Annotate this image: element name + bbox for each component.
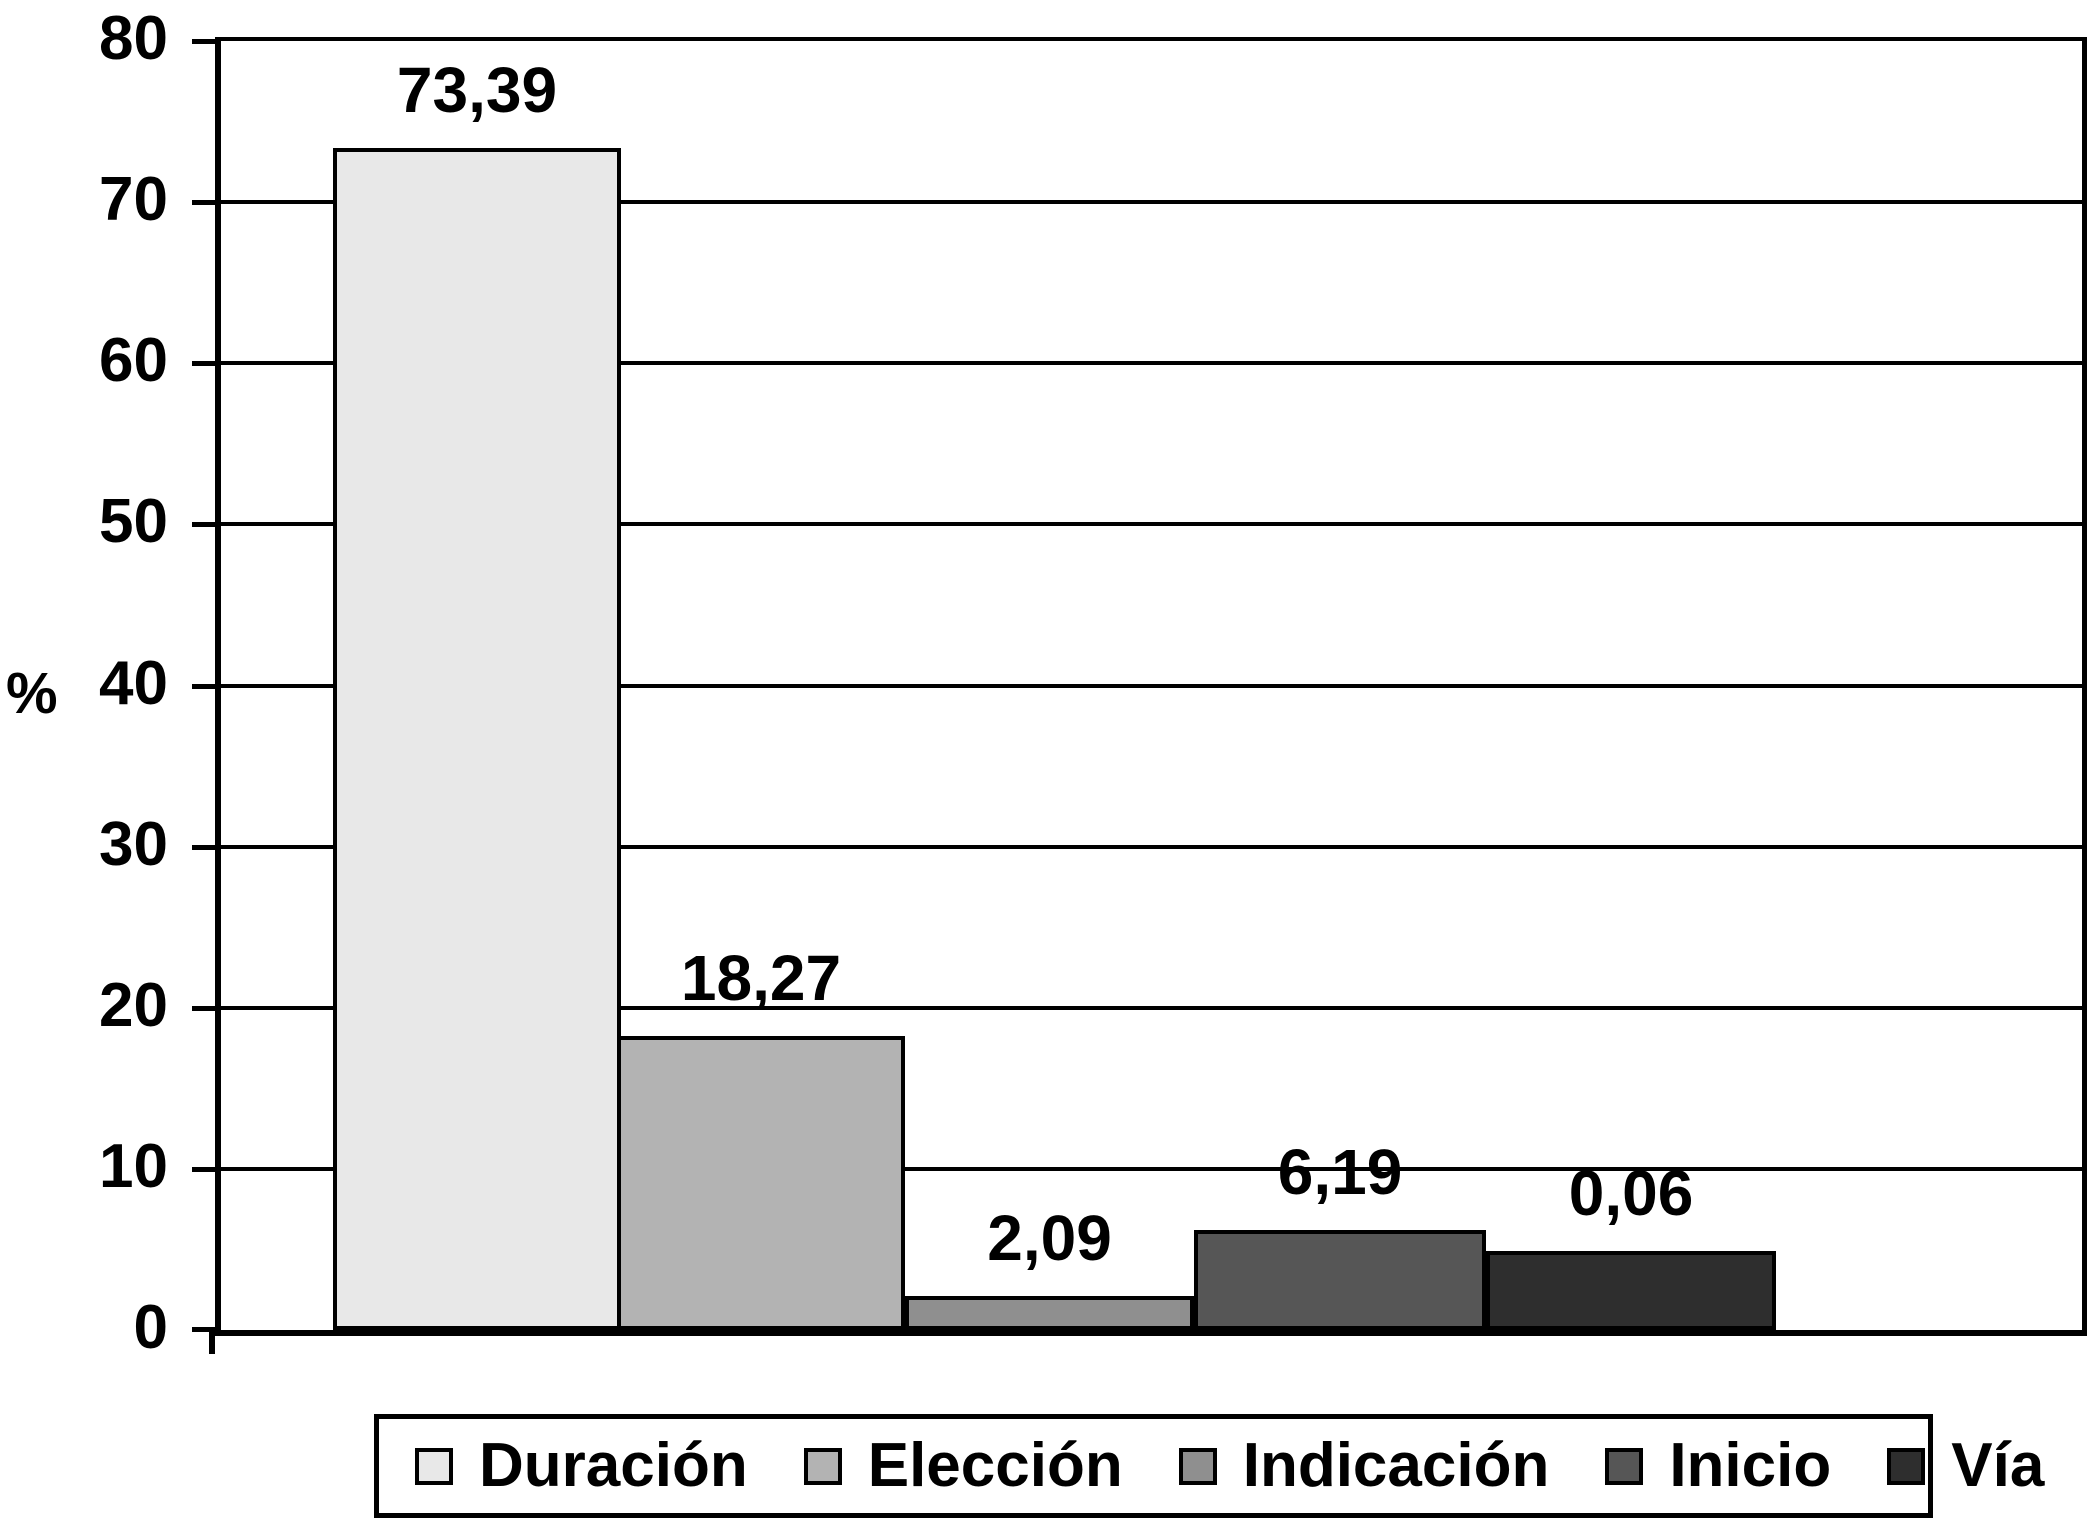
legend-label: Elección [867,1431,1123,1500]
legend-label: Duración [479,1431,748,1500]
y-axis-title: % [6,661,58,726]
legend-label: Inicio [1669,1431,1832,1500]
legend-swatch-icon [1605,1447,1644,1485]
y-tick-60 [192,361,221,367]
gridline-40 [221,683,2082,688]
gridline-60 [221,361,2082,366]
value-label-duracion: 73,39 [396,53,558,126]
y-tick-label-20: 20 [99,970,168,1040]
gridline-10 [221,1166,2082,1171]
bar-indicacion [905,1296,1194,1330]
bar-via [1486,1251,1776,1330]
legend-entry-inicio: Inicio [1605,1435,1831,1497]
bar-eleccion [617,1035,905,1330]
y-tick-label-10: 10 [99,1131,168,1201]
y-tick-label-80: 80 [99,4,168,73]
y-tick-30 [192,844,221,850]
value-label-eleccion: 18,27 [680,941,842,1014]
value-label-inicio: 6,19 [1277,1136,1403,1209]
y-tick-label-0: 0 [133,1293,168,1362]
legend-entry-eleccion: Elección [803,1431,1123,1500]
bar-inicio [1194,1230,1486,1330]
y-tick-label-70: 70 [99,165,168,235]
gridline-20 [221,1005,2082,1010]
y-tick-70 [192,200,221,206]
legend-swatch-icon [1178,1447,1217,1485]
y-tick-40 [192,683,221,689]
gridline-30 [221,844,2082,849]
y-tick-label-60: 60 [99,326,168,396]
value-label-via: 0,06 [1568,1157,1694,1230]
y-tick-label-50: 50 [99,487,168,557]
y-tick-80 [192,39,221,44]
legend-entry-duracion: Duración [415,1435,748,1497]
value-label-indicacion: 2,09 [987,1202,1112,1275]
legend-label: Vía [1951,1431,2045,1500]
legend-swatch-icon [1887,1447,1926,1485]
gridline-70 [221,200,2082,205]
legend-label: Indicación [1242,1431,1550,1500]
legend-entry-via: Vía [1887,1435,2044,1497]
legend-swatch-icon [803,1447,842,1485]
y-tick-label-30: 30 [99,809,168,879]
y-tick-10 [192,1166,221,1172]
y-tick-50 [192,522,221,528]
y-tick-0 [192,1327,221,1332]
legend-entry-indicacion: Indicación [1178,1431,1550,1500]
legend-swatch-icon [415,1447,453,1485]
y-tick-label-40: 40 [99,648,168,718]
y-tick-20 [192,1005,221,1011]
plot-area: 73,39 18,27 2,09 6,19 0,06 [192,37,2087,1354]
bar-duracion [333,147,621,1330]
x-axis-tick-tail [209,1330,215,1354]
legend: Duración Elección Indicación Inicio Vía [374,1414,2044,1518]
gridline-50 [221,522,2082,527]
